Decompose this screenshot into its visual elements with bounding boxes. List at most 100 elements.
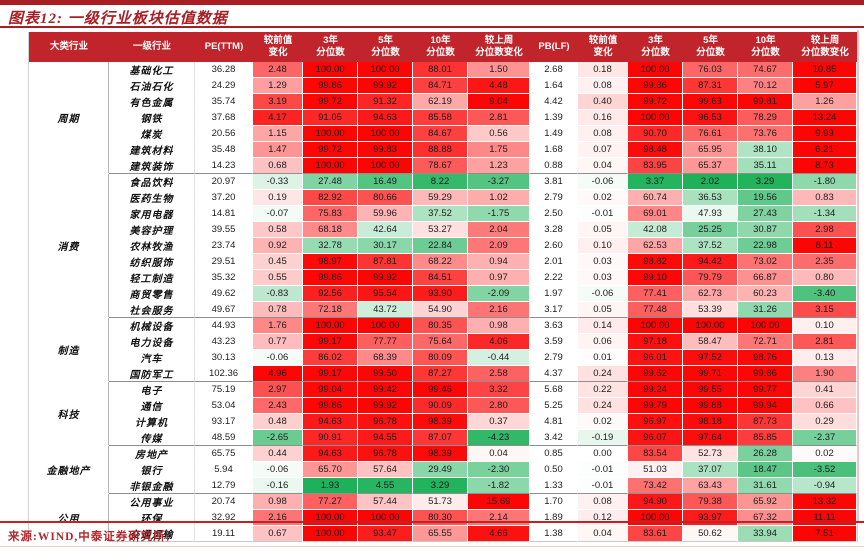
change-cell: 4.66 <box>468 526 530 542</box>
value-cell: 53.04 <box>195 398 253 414</box>
change-cell: 0.58 <box>253 222 303 238</box>
change-cell: 0.83 <box>793 190 857 206</box>
table-row: 轻工制造 35.32 0.55 99.86 99.92 84.51 0.97 2.22 0.03… <box>29 270 857 286</box>
percentile-cell: 22.98 <box>738 238 793 254</box>
change-cell: -0.01 <box>578 462 628 478</box>
change-cell: 0.19 <box>253 190 303 206</box>
value-cell: 32.92 <box>195 510 253 526</box>
change-cell: 0.02 <box>578 414 628 430</box>
change-cell: 8.11 <box>793 238 857 254</box>
percentile-cell: 66.87 <box>738 270 793 286</box>
change-cell: 0.05 <box>578 222 628 238</box>
change-cell: 0.14 <box>578 318 628 334</box>
percentile-cell: 33.94 <box>738 526 793 542</box>
value-cell: 0.50 <box>530 462 578 478</box>
percentile-cell: 90.91 <box>303 430 358 446</box>
group-cell: 公用 <box>29 494 109 542</box>
percentile-cell: 80.66 <box>358 190 413 206</box>
table-row: 煤炭 20.56 1.15 100.00 100.00 84.67 0.56 1.49 0.08… <box>29 126 857 142</box>
value-cell: 75.19 <box>195 382 253 398</box>
percentile-cell: 100.00 <box>738 318 793 334</box>
percentile-cell: 47.93 <box>683 206 738 222</box>
percentile-cell: 99.86 <box>303 270 358 286</box>
percentile-cell: 97.18 <box>628 334 683 350</box>
table-row: 家用电器 14.81 -0.07 75.83 59.96 37.52 -1.75 2.50 -0… <box>29 206 857 222</box>
percentile-cell: 37.52 <box>413 206 468 222</box>
industry-cell: 银行 <box>109 462 195 478</box>
value-cell: 30.13 <box>195 350 253 366</box>
percentile-cell: 3.29 <box>738 174 793 190</box>
value-cell: 2.22 <box>530 270 578 286</box>
change-cell: 0.07 <box>578 142 628 158</box>
value-cell: 20.56 <box>195 126 253 142</box>
change-cell: -0.06 <box>253 350 303 366</box>
percentile-cell: 99.55 <box>683 382 738 398</box>
value-cell: 14.81 <box>195 206 253 222</box>
industry-cell: 医药生物 <box>109 190 195 206</box>
change-cell: -1.82 <box>468 478 530 494</box>
column-header: 一级行业 <box>109 32 195 62</box>
percentile-cell: 73.42 <box>628 478 683 494</box>
table-row: 传媒 48.59 -2.65 90.91 94.55 87.07 -4.23 3.42 -0.1… <box>29 430 857 446</box>
percentile-cell: 94.55 <box>358 430 413 446</box>
change-cell: 0.04 <box>578 526 628 542</box>
industry-cell: 纺织服饰 <box>109 254 195 270</box>
percentile-cell: 65.55 <box>413 526 468 542</box>
change-cell: 1.23 <box>468 158 530 174</box>
table-row: 美容护理 39.55 0.58 68.18 42.64 53.27 2.04 3.28 0.05… <box>29 222 857 238</box>
percentile-cell: 31.26 <box>738 302 793 318</box>
industry-cell: 国防军工 <box>109 366 195 382</box>
change-cell: 1.75 <box>468 142 530 158</box>
industry-cell: 石油石化 <box>109 78 195 94</box>
change-cell: 0.40 <box>578 94 628 110</box>
table-row: 农林牧渔 23.74 0.92 32.78 30.17 22.84 2.09 2.60 0.10… <box>29 238 857 254</box>
value-cell: 4.37 <box>530 366 578 382</box>
industry-cell: 公用事业 <box>109 494 195 510</box>
value-cell: 4.81 <box>530 414 578 430</box>
change-cell: 1.90 <box>793 366 857 382</box>
industry-cell: 美容护理 <box>109 222 195 238</box>
change-cell: -0.44 <box>468 350 530 366</box>
column-header: PB(LF) <box>530 32 578 62</box>
percentile-cell: 99.52 <box>628 366 683 382</box>
percentile-cell: 68.22 <box>413 254 468 270</box>
change-cell: 1.15 <box>253 126 303 142</box>
change-cell: 4.48 <box>468 78 530 94</box>
change-cell: 0.04 <box>578 158 628 174</box>
change-cell: -4.23 <box>468 430 530 446</box>
percentile-cell: 32.78 <box>303 238 358 254</box>
table-row: 石油石化 24.29 1.29 99.86 99.92 84.71 4.48 1.64 0.08… <box>29 78 857 94</box>
group-cell: 制造 <box>29 318 109 382</box>
change-cell: 0.78 <box>253 302 303 318</box>
percentile-cell: 98.18 <box>683 414 738 430</box>
change-cell: -1.80 <box>793 174 857 190</box>
column-header: 5年 分位数 <box>683 32 738 62</box>
percentile-cell: 60.74 <box>628 190 683 206</box>
change-cell: 2.81 <box>468 110 530 126</box>
percentile-cell: 26.28 <box>738 446 793 462</box>
change-cell: 2.97 <box>253 382 303 398</box>
percentile-cell: 68.39 <box>358 350 413 366</box>
value-cell: 1.49 <box>530 126 578 142</box>
percentile-cell: 99.86 <box>738 366 793 382</box>
change-cell: -0.01 <box>578 478 628 494</box>
percentile-cell: 91.32 <box>358 94 413 110</box>
percentile-cell: 67.32 <box>738 510 793 526</box>
percentile-cell: 78.29 <box>738 110 793 126</box>
change-cell: -3.52 <box>793 462 857 478</box>
percentile-cell: 65.95 <box>683 142 738 158</box>
change-cell: 4.06 <box>468 334 530 350</box>
percentile-cell: 79.79 <box>683 270 738 286</box>
change-cell: 2.43 <box>253 398 303 414</box>
percentile-cell: 99.94 <box>738 398 793 414</box>
value-cell: 0.88 <box>530 158 578 174</box>
value-cell: 49.67 <box>195 302 253 318</box>
percentile-cell: 99.79 <box>628 398 683 414</box>
percentile-cell: 80.09 <box>413 350 468 366</box>
change-cell: 0.01 <box>578 350 628 366</box>
change-cell: 1.29 <box>253 78 303 94</box>
industry-cell: 家用电器 <box>109 206 195 222</box>
change-cell: 3.19 <box>253 94 303 110</box>
value-cell: 20.74 <box>195 494 253 510</box>
group-cell: 科技 <box>29 382 109 446</box>
